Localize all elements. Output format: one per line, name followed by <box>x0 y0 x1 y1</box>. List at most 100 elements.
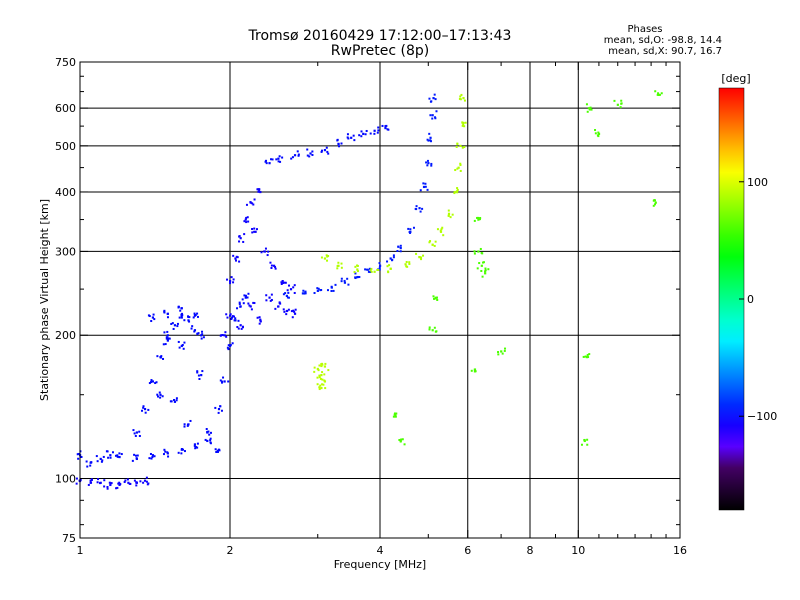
y-tick-labels: 75 100 200 300 400 500 600 750 <box>55 56 76 545</box>
data-point-spread <box>138 434 141 437</box>
data-point-spread <box>597 131 600 134</box>
data-point <box>373 270 376 273</box>
data-point-spread <box>321 371 324 374</box>
data-point-spread <box>336 267 339 270</box>
data-point-spread <box>330 290 333 293</box>
data-point-spread <box>139 480 142 483</box>
data-point-spread <box>386 128 389 131</box>
data-point-spread <box>434 240 437 243</box>
data-point-spread <box>115 487 118 490</box>
data-point-spread <box>409 231 412 234</box>
data-point-spread <box>327 255 330 258</box>
data-point <box>316 289 319 292</box>
data-point-spread <box>186 424 189 427</box>
y-tick-label: 600 <box>55 102 76 115</box>
data-point <box>239 324 242 327</box>
data-point <box>151 316 155 319</box>
data-point-spread <box>90 481 93 484</box>
x-axis-label: Frequency [MHz] <box>334 558 426 571</box>
data-point-spread <box>303 292 306 295</box>
data-point <box>289 288 293 291</box>
data-point <box>268 162 271 165</box>
data-point-spread <box>166 330 169 333</box>
data-point-spread <box>202 336 205 339</box>
data-point-spread <box>253 198 256 201</box>
data-point-spread <box>426 159 429 162</box>
data-point-spread <box>654 203 657 206</box>
data-point-spread <box>131 459 134 462</box>
data-point-spread <box>313 370 316 373</box>
data-point-spread <box>286 289 289 292</box>
data-point-spread <box>194 445 197 448</box>
data-point-spread <box>434 296 437 299</box>
data-point-spread <box>428 132 431 135</box>
data-point-spread <box>418 256 421 259</box>
x-tick-label: 6 <box>464 544 471 557</box>
data-point-spread <box>476 267 479 270</box>
data-point-spread <box>234 317 237 320</box>
data-point-spread <box>248 304 251 307</box>
data-point-spread <box>163 331 166 334</box>
data-point-spread <box>336 138 339 141</box>
data-point-spread <box>428 97 431 100</box>
data-point-spread <box>256 316 259 319</box>
y-tick-label: 750 <box>55 56 76 69</box>
data-point-spread <box>182 448 185 451</box>
data-point <box>135 431 138 434</box>
data-point-spread <box>215 451 218 454</box>
data-point-spread <box>219 379 222 382</box>
data-point-spread <box>586 438 589 441</box>
data-point-spread <box>395 412 398 415</box>
data-point-spread <box>421 207 424 210</box>
data-point-spread <box>337 143 340 146</box>
data-point <box>457 166 460 169</box>
data-point-spread <box>220 409 223 412</box>
data-point <box>293 154 297 157</box>
data-point-spread <box>150 320 153 323</box>
data-point-spread <box>462 123 465 126</box>
data-point-spread <box>389 267 392 270</box>
data-point-spread <box>236 256 239 259</box>
data-point-spread <box>455 190 458 193</box>
data-point-spread <box>158 391 161 394</box>
data-point-spread <box>427 139 430 142</box>
data-point-spread <box>227 344 230 347</box>
data-point-spread <box>193 312 196 315</box>
data-point <box>180 316 183 319</box>
data-point-spread <box>147 408 150 411</box>
data-point-spread <box>90 461 93 464</box>
data-point-spread <box>183 319 186 322</box>
data-point-spread <box>100 460 103 463</box>
data-point-spread <box>476 216 479 219</box>
data-point <box>285 294 288 298</box>
data-point-spread <box>504 347 507 350</box>
data-point-spread <box>478 262 481 265</box>
data-point-spread <box>291 156 294 159</box>
data-point-spread <box>196 446 199 449</box>
data-point-spread <box>219 334 222 337</box>
data-point-spread <box>654 90 657 93</box>
data-point-spread <box>424 182 427 185</box>
data-point-spread <box>594 132 597 135</box>
data-point <box>587 107 591 110</box>
data-point-spread <box>287 308 290 311</box>
data-point-spread <box>109 482 112 485</box>
data-point <box>187 319 190 322</box>
grid-lines <box>80 62 680 538</box>
data-point-spread <box>232 254 235 257</box>
data-point <box>323 148 327 152</box>
data-point-spread <box>177 451 180 454</box>
data-point-spread <box>473 250 476 253</box>
data-point-spread <box>658 93 661 96</box>
data-point-spread <box>138 430 141 433</box>
data-point-spread <box>340 262 343 265</box>
data-point-spread <box>265 294 268 297</box>
x-tick-labels: 1 2 4 6 8 10 16 <box>77 544 688 557</box>
data-point-spread <box>619 106 622 109</box>
data-point-spread <box>477 216 480 219</box>
chart-subtitle: RwPretec (8p) <box>331 43 429 59</box>
data-point-spread <box>76 453 79 456</box>
data-point <box>459 144 462 148</box>
data-point-spread <box>326 150 329 153</box>
data-point-spread <box>163 311 166 314</box>
